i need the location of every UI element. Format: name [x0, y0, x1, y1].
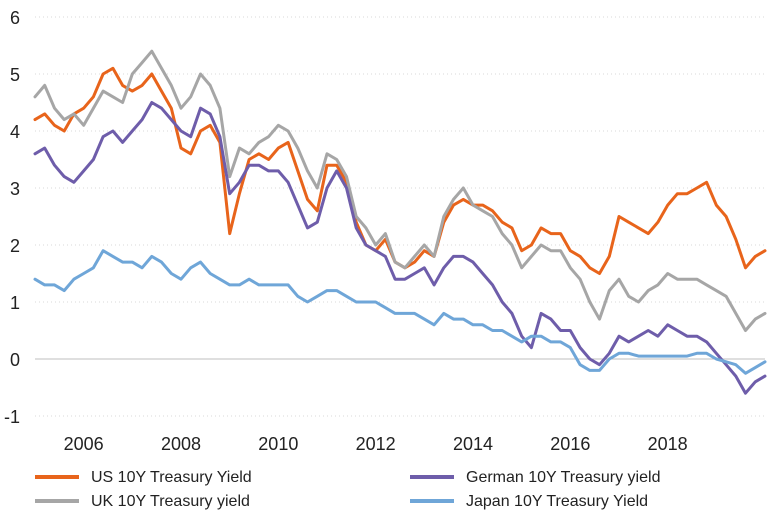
- y-axis-ticks: -1 0 1 2 3 4 5 6: [4, 8, 20, 427]
- series-lines: [33, 49, 767, 395]
- x-tick-label: 2008: [161, 434, 201, 454]
- x-tick-label: 2016: [550, 434, 590, 454]
- y-tick-label: 0: [10, 350, 20, 370]
- y-tick-label: 2: [10, 236, 20, 256]
- y-tick-label: 5: [10, 65, 20, 85]
- series-line-2: [33, 101, 767, 395]
- x-tick-label: 2018: [648, 434, 688, 454]
- x-tick-label: 2010: [258, 434, 298, 454]
- legend: US 10Y Treasury Yield UK 10Y Treasury yie…: [35, 469, 660, 510]
- y-tick-label: 1: [10, 293, 20, 313]
- y-tick-label: -1: [4, 407, 20, 427]
- x-tick-label: 2006: [64, 434, 104, 454]
- legend-label: German 10Y Treasury yield: [466, 469, 660, 486]
- legend-label: US 10Y Treasury Yield: [91, 469, 252, 486]
- y-tick-label: 3: [10, 179, 20, 199]
- x-axis-ticks: 2006 2008 2010 2012 2014 2016 2018: [64, 434, 688, 454]
- x-tick-label: 2012: [356, 434, 396, 454]
- y-tick-label: 6: [10, 8, 20, 28]
- series-line-1: [33, 49, 767, 332]
- legend-label: UK 10Y Treasury yield: [91, 493, 250, 510]
- y-tick-label: 4: [10, 122, 20, 142]
- grid-lines: [35, 16, 765, 417]
- legend-label: Japan 10Y Treasury Yield: [466, 493, 648, 510]
- series-line-0: [33, 66, 767, 275]
- x-tick-label: 2014: [453, 434, 493, 454]
- series-line-3: [33, 249, 767, 375]
